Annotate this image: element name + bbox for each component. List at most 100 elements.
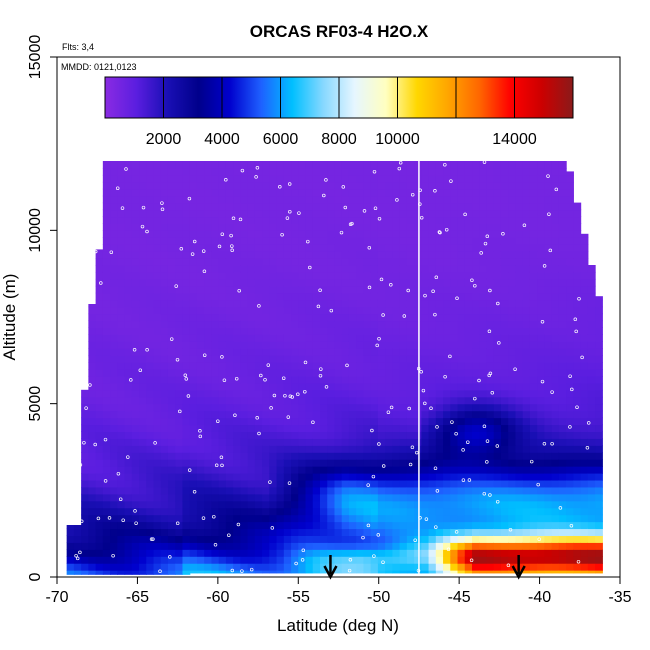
heat-cell <box>457 251 466 259</box>
heat-cell <box>320 479 328 488</box>
heat-cell <box>377 445 386 453</box>
heat-cell <box>356 285 365 294</box>
heat-cell <box>146 299 155 308</box>
heat-cell <box>139 382 147 391</box>
heat-cell <box>225 223 234 231</box>
heat-cell <box>414 500 422 509</box>
heat-cell <box>428 265 437 273</box>
heat-cell <box>225 244 234 252</box>
heat-cell <box>544 223 553 231</box>
heat-cell <box>247 327 256 335</box>
heat-cell <box>320 174 328 183</box>
heat-cell <box>450 285 459 294</box>
heat-cell <box>472 431 480 439</box>
heat-cell <box>515 521 524 530</box>
heat-cell <box>472 500 480 509</box>
heat-cell <box>269 265 278 273</box>
heat-cell <box>428 355 437 363</box>
heat-cell <box>182 334 191 342</box>
heat-cell <box>428 382 437 391</box>
heat-cell <box>377 563 386 571</box>
heat-cell <box>443 410 451 419</box>
heat-cell <box>269 237 278 245</box>
heat-cell <box>196 521 205 530</box>
heat-cell <box>551 396 560 405</box>
heat-cell <box>363 167 372 176</box>
heat-cell <box>117 195 126 204</box>
heat-cell <box>457 181 466 190</box>
heat-cell <box>102 362 111 370</box>
heat-cell <box>211 563 220 571</box>
heat-cell <box>218 251 227 259</box>
heat-cell <box>414 473 422 481</box>
heat-cell <box>464 424 473 432</box>
track-point <box>366 483 370 487</box>
heat-cell <box>363 334 372 342</box>
heat-cell <box>551 479 560 488</box>
heat-cell <box>218 479 227 488</box>
heat-cell <box>225 161 234 169</box>
heat-cell <box>392 445 401 453</box>
heat-cell <box>566 445 574 453</box>
track-point <box>413 538 417 542</box>
track-point <box>402 314 407 318</box>
heat-cell <box>95 431 104 439</box>
heat-cell <box>211 299 220 308</box>
heat-cell <box>254 181 263 190</box>
track-point <box>121 518 125 522</box>
heat-cell <box>406 466 415 474</box>
heat-cell <box>428 445 437 453</box>
heat-cell <box>450 563 459 571</box>
heat-cell <box>529 452 538 460</box>
heat-cell <box>204 362 213 370</box>
heat-cell <box>254 285 263 294</box>
heat-cell <box>160 375 169 384</box>
heat-cell <box>334 292 343 301</box>
heat-cell <box>204 403 213 412</box>
heat-cell <box>233 181 241 190</box>
heat-cell <box>291 355 299 363</box>
heat-cell <box>110 528 118 536</box>
heat-cell <box>587 549 596 557</box>
heat-cell <box>348 167 357 176</box>
heat-cell <box>558 292 567 301</box>
heat-cell <box>363 355 372 363</box>
heat-cell <box>196 382 205 391</box>
heat-cell <box>537 244 545 252</box>
heat-cell <box>269 161 278 169</box>
heat-cell <box>472 271 480 280</box>
heat-cell <box>320 161 328 169</box>
heat-cell <box>515 230 524 238</box>
heat-cell <box>298 466 307 474</box>
heat-cell <box>515 473 524 481</box>
heat-cell <box>175 237 184 245</box>
track-point <box>257 431 261 436</box>
heat-cell <box>182 542 191 550</box>
heat-cell <box>341 341 350 349</box>
heat-cell <box>283 306 292 315</box>
heat-cell <box>558 507 567 516</box>
heat-cell <box>392 299 401 308</box>
heat-cell <box>566 334 574 342</box>
heat-cell <box>392 355 401 363</box>
heat-cell <box>283 251 292 259</box>
heat-cell <box>450 278 459 287</box>
heat-cell <box>595 341 603 349</box>
heat-cell <box>457 292 466 301</box>
heat-cell <box>124 251 133 259</box>
heat-cell <box>182 556 191 564</box>
heat-cell <box>580 306 589 315</box>
heat-cell <box>320 493 328 502</box>
heat-cell <box>153 375 162 384</box>
heat-cell <box>298 348 307 356</box>
heat-cell <box>472 521 480 530</box>
heat-cell <box>406 285 415 294</box>
heat-cell <box>247 396 256 405</box>
heat-cell <box>522 528 531 536</box>
heat-cell <box>385 445 393 453</box>
heat-cell <box>312 167 321 176</box>
heat-cell <box>522 362 531 370</box>
heat-cell <box>196 459 205 467</box>
heat-cell <box>218 299 227 308</box>
heat-cell <box>508 258 517 266</box>
